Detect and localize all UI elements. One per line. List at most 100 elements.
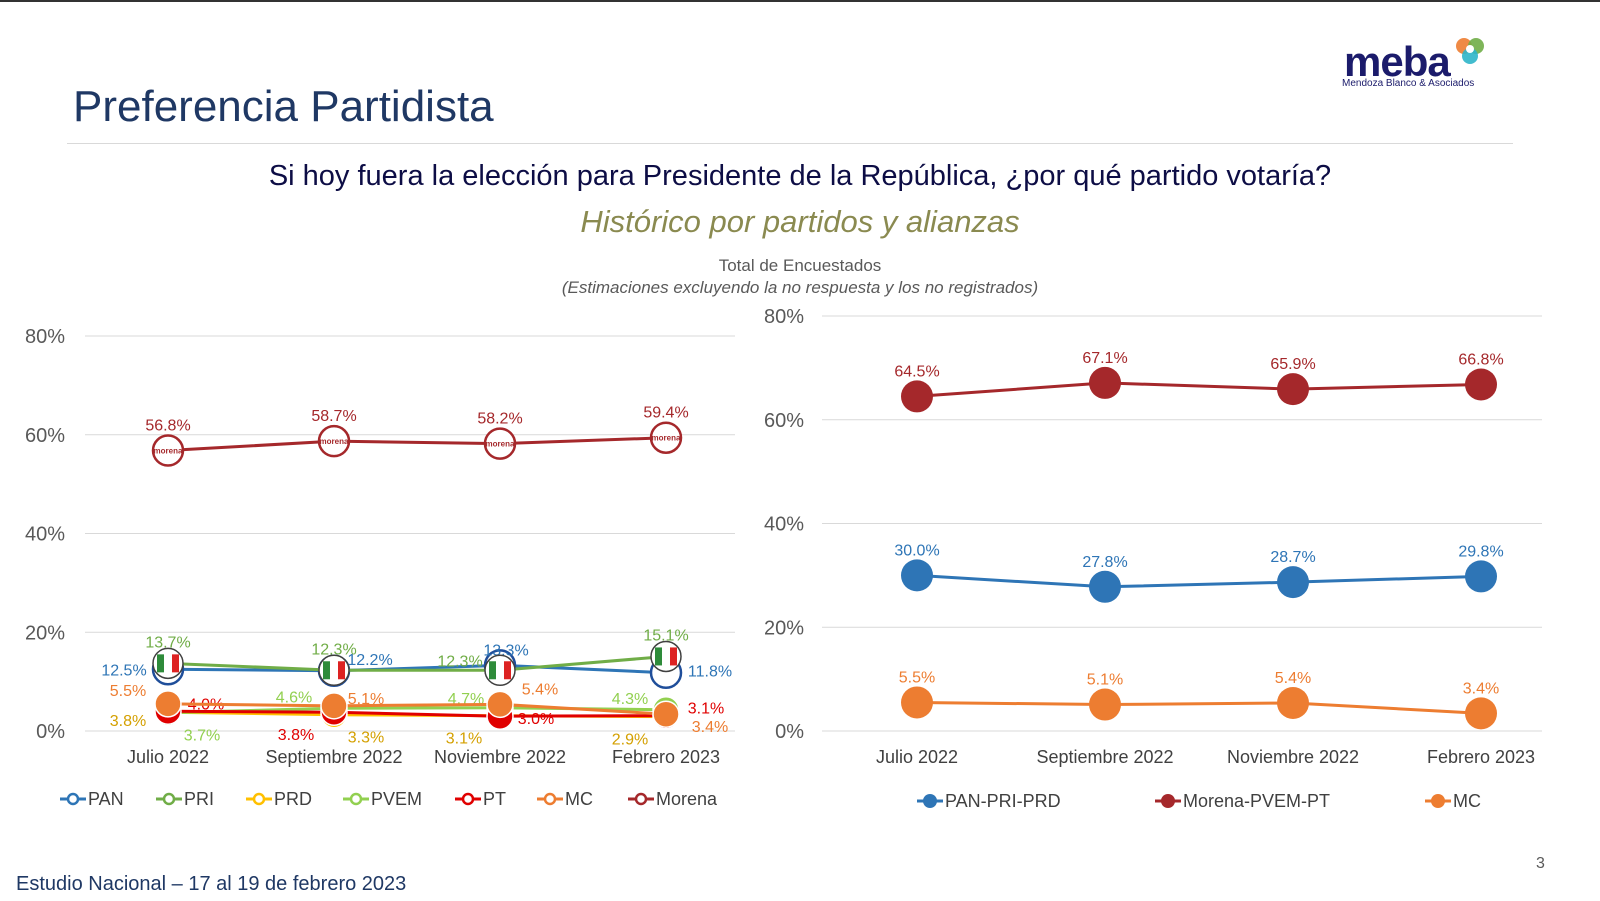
chart1-legend-pvem-icon [349,792,363,806]
page-title: Preferencia Partidista [73,82,494,131]
chart1-xtick-label: Septiembre 2022 [265,747,402,767]
chart2-legend-marker-pan-pri-prd [923,794,937,808]
chart2-data-label-morena-pvem-pt: 65.9% [1270,356,1315,373]
chart2-point-mc [1277,686,1309,719]
chart1-data-label-pvem: 4.3% [612,691,648,708]
chart1-data-label-pri: 13.7% [145,634,190,651]
chart2-point-mc [901,686,933,719]
chart1-data-label-morena: 58.2% [477,411,522,428]
chart2-ytick-label: 80% [764,306,804,328]
chart1-data-label-morena: 56.8% [145,418,190,435]
chart1-data-label-pan: 12.5% [101,662,146,679]
chart2-ytick-label: 0% [775,721,804,743]
chart1-point-pri-stripe-green [655,647,662,666]
chart1-data-label-pri: 12.3% [437,653,482,670]
chart1-data-label-prd: 3.1% [446,731,482,748]
chart2-xtick-label: Septiembre 2022 [1036,747,1173,767]
chart1-point-pri-stripe-red [338,661,345,680]
chart1-xtick-label: Noviembre 2022 [434,747,566,767]
chart1-data-label-pri: 15.1% [643,627,688,644]
chart2-point-pan-pri-prd [1089,570,1121,603]
chart1-point-morena [151,434,185,467]
chart1-data-label-mc: 5.1% [348,691,384,708]
chart2-point-pan-pri-prd [1465,560,1497,593]
chart2-point-morena-pvem-pt [1089,366,1121,399]
chart2-legend-marker-morena-pvem-pt [1161,794,1175,808]
chart1-data-label-pan: 13.3% [483,642,528,659]
chart2-xtick-label: Febrero 2023 [1427,747,1535,767]
chart1-data-label-pt: 3.0% [518,711,554,728]
study-footer: Estudio Nacional – 17 al 19 de febrero 2… [16,873,407,895]
chart2-data-label-mc: 5.1% [1087,672,1123,689]
chart1-legend-pri-icon [162,792,176,806]
chart2-legend-marker-mc [1431,794,1445,808]
chart1-ytick-label: 40% [25,524,65,546]
chart2-data-label-morena-pvem-pt: 64.5% [894,363,939,380]
chart1-data-label-pan: 11.8% [688,664,732,681]
chart2-point-pan-pri-prd [1277,566,1309,599]
chart1-point-pri-stripe-red [504,661,511,680]
chart1-legend-prd-icon [252,792,266,806]
chart1-legend-label-pt: PT [483,789,506,809]
chart2-legend-label-morena-pvem-pt: Morena-PVEM-PT [1183,791,1330,811]
chart1-legend-label-morena: Morena [656,789,718,809]
chart1-data-label-mc: 5.5% [110,683,146,700]
chart1-data-label-pri: 12.3% [311,641,356,658]
chart1-data-label-prd: 3.8% [110,713,146,730]
chart1-data-label-pvem: 3.7% [184,728,220,745]
chart1-ytick-label: 20% [25,622,65,644]
chart1-series-line-morena [167,436,667,453]
chart2-ytick-label: 40% [764,514,804,536]
chart1-point-pri-stripe-red [172,654,179,673]
logo-subtitle: Mendoza Blanco & Asociados [1342,78,1475,89]
chart2-data-label-mc: 3.4% [1463,680,1499,697]
chart2-data-label-morena-pvem-pt: 67.1% [1082,350,1127,367]
chart1-data-label-prd: 3.3% [348,730,384,747]
chart1-point-morena [317,424,351,458]
chart1-legend-pt-icon [461,792,475,806]
chart1-legend-label-pri: PRI [184,789,214,809]
chart1-ytick-label: 80% [25,326,65,348]
chart2-point-mc [1089,688,1121,721]
chart1-xtick-label: Julio 2022 [127,747,209,767]
chart1-point-mc [320,692,348,720]
chart1-legend-label-mc: MC [565,789,593,809]
chart2-data-label-pan-pri-prd: 27.8% [1082,554,1127,571]
chart2-point-morena-pvem-pt [901,380,933,413]
chart1-point-mc [486,690,514,719]
chart1-xtick-label: Febrero 2023 [612,747,720,767]
chart1-data-label-pt: 3.8% [278,727,314,744]
chart1-data-label-mc: 3.4% [692,719,728,736]
chart2-series-line-mc [916,700,1482,715]
chart1-series-line-pri [167,654,667,672]
chart2-data-label-mc: 5.5% [899,669,935,686]
chart2-xtick-label: Noviembre 2022 [1227,747,1359,767]
chart1-point-morena [483,427,517,460]
sample-base-note: (Estimaciones excluyendo la no respuesta… [561,278,1039,297]
chart1-data-label-mc: 5.4% [522,681,558,698]
top-border [0,0,1600,2]
chart1-ytick-label: 60% [25,425,65,447]
chart1-point-morena [649,421,683,454]
chart1-legend-label-pan: PAN [88,789,124,809]
logo-swirl-icon [1456,38,1484,64]
sample-base: Total de Encuestados [718,256,882,275]
chart1-series-line-pt [167,709,667,718]
meba-logo: meba Mendoza Blanco & Asociados [1340,38,1530,98]
chart2-legend-label-mc: MC [1453,791,1481,811]
chart1-legend-label-prd: PRD [274,789,312,809]
chart2-series-line-morena-pvem-pt [916,381,1482,398]
chart2-data-label-pan-pri-prd: 30.0% [894,542,939,559]
title-divider [67,143,1513,144]
chart1-point-pri-stripe-green [489,661,496,680]
chart-subtitle: Histórico por partidos y alianzas [580,204,1020,239]
chart2-data-label-morena-pvem-pt: 66.8% [1458,351,1503,368]
page-number: 3 [1536,855,1545,872]
chart1-point-morena-marker-text: morena [486,440,515,449]
chart1-point-morena-marker-text: morena [320,437,349,446]
chart1-point-morena-marker-text: morena [652,434,681,443]
chart1-data-label-pan: 12.2% [347,652,392,669]
chart1-series-line-pan [167,663,667,675]
chart2-point-morena-pvem-pt [1277,373,1309,406]
